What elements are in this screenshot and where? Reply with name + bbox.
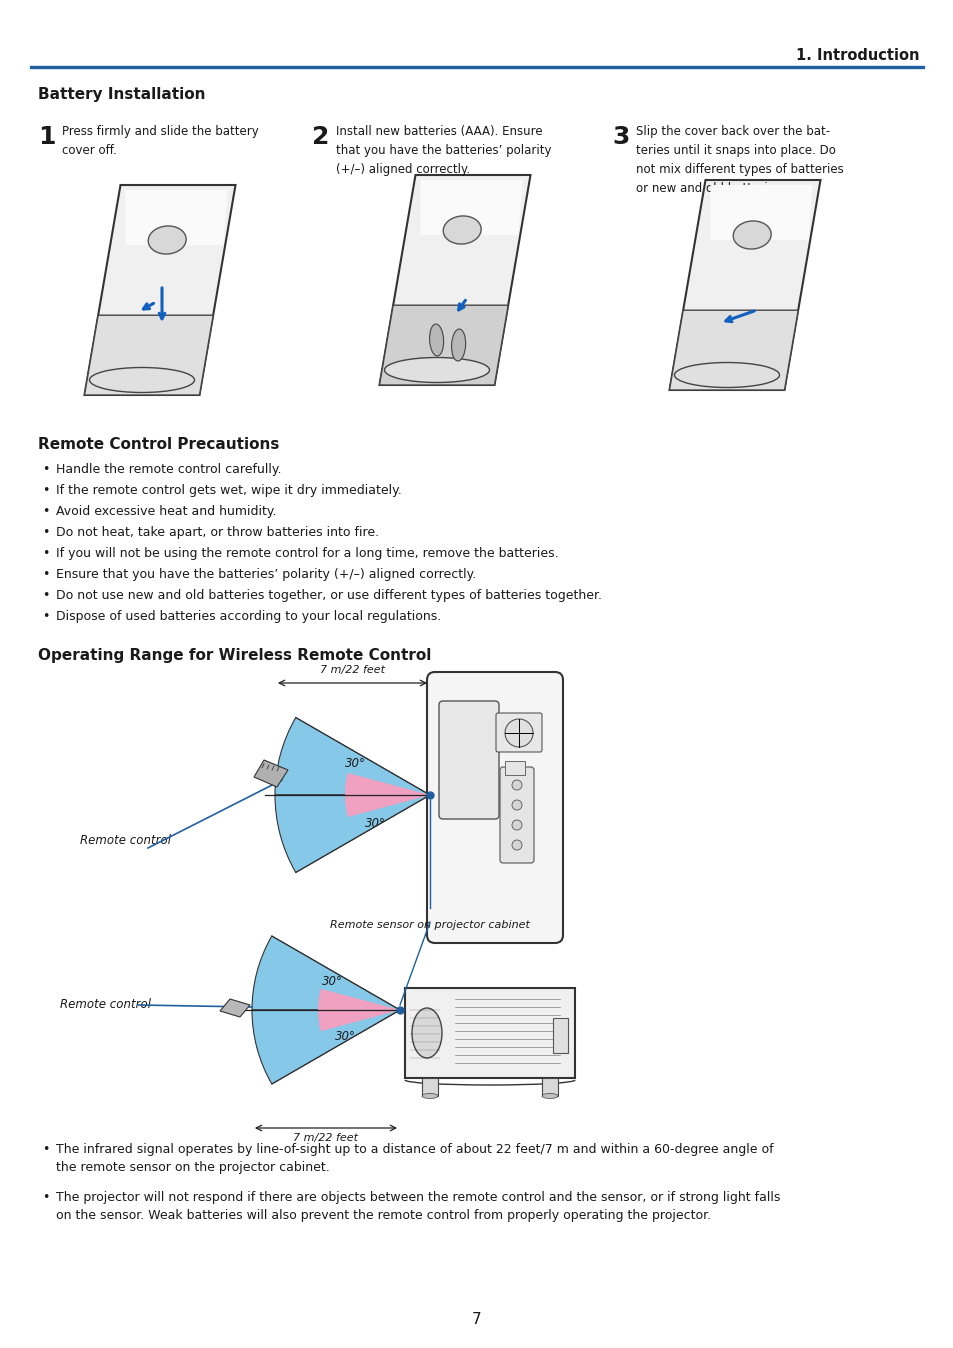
Text: The projector will not respond if there are objects between the remote control a: The projector will not respond if there …	[56, 1192, 780, 1223]
Polygon shape	[710, 185, 812, 240]
Polygon shape	[253, 760, 288, 787]
Ellipse shape	[148, 226, 186, 253]
Text: 7 m/22 feet: 7 m/22 feet	[294, 1134, 358, 1143]
Text: Install new batteries (AAA). Ensure
that you have the batteries’ polarity
(+/–) : Install new batteries (AAA). Ensure that…	[335, 125, 551, 177]
Bar	[30, 66, 923, 67]
Wedge shape	[345, 772, 430, 795]
Circle shape	[504, 718, 533, 747]
Ellipse shape	[429, 324, 443, 356]
Text: 7 m/22 feet: 7 m/22 feet	[319, 665, 385, 675]
Text: •: •	[42, 526, 50, 539]
Text: •: •	[42, 547, 50, 559]
Text: If the remote control gets wet, wipe it dry immediately.: If the remote control gets wet, wipe it …	[56, 484, 401, 497]
Text: Avoid excessive heat and humidity.: Avoid excessive heat and humidity.	[56, 506, 276, 518]
Text: Ensure that you have the batteries’ polarity (+/–) aligned correctly.: Ensure that you have the batteries’ pola…	[56, 568, 476, 581]
Wedge shape	[252, 1010, 399, 1084]
Circle shape	[512, 820, 521, 830]
Text: Remote control: Remote control	[60, 999, 151, 1011]
Ellipse shape	[451, 329, 465, 361]
Text: Dispose of used batteries according to your local regulations.: Dispose of used batteries according to y…	[56, 611, 441, 623]
FancyBboxPatch shape	[496, 713, 541, 752]
Text: •: •	[42, 484, 50, 497]
Text: 1. Introduction: 1. Introduction	[796, 47, 919, 62]
Wedge shape	[317, 989, 399, 1010]
Text: 30°: 30°	[321, 975, 342, 988]
Text: Remote Control Precautions: Remote Control Precautions	[38, 437, 279, 452]
Circle shape	[512, 840, 521, 851]
Polygon shape	[85, 315, 213, 395]
Text: Slip the cover back over the bat-
teries until it snaps into place. Do
not mix d: Slip the cover back over the bat- teries…	[636, 125, 842, 195]
Text: 30°: 30°	[335, 1030, 355, 1043]
Wedge shape	[317, 1010, 399, 1031]
Bar	[405, 988, 575, 1078]
Ellipse shape	[674, 363, 779, 387]
Text: 30°: 30°	[344, 758, 365, 770]
Wedge shape	[274, 717, 430, 795]
Text: •: •	[42, 506, 50, 518]
Text: 1: 1	[38, 125, 55, 150]
Ellipse shape	[421, 1093, 437, 1099]
Ellipse shape	[90, 368, 194, 392]
Text: Do not use new and old batteries together, or use different types of batteries t: Do not use new and old batteries togethe…	[56, 589, 601, 603]
FancyBboxPatch shape	[499, 767, 534, 863]
Polygon shape	[420, 181, 522, 235]
Ellipse shape	[541, 1093, 558, 1099]
Text: •: •	[42, 1143, 50, 1157]
Text: •: •	[42, 611, 50, 623]
Text: 2: 2	[312, 125, 329, 150]
Bar	[541, 1078, 558, 1096]
Text: •: •	[42, 568, 50, 581]
Text: •: •	[42, 589, 50, 603]
Polygon shape	[669, 181, 820, 390]
Wedge shape	[345, 795, 430, 817]
Bar	[553, 1018, 567, 1053]
Wedge shape	[274, 795, 430, 872]
Polygon shape	[669, 310, 798, 390]
Text: If you will not be using the remote control for a long time, remove the batterie: If you will not be using the remote cont…	[56, 547, 558, 559]
Text: •: •	[42, 1192, 50, 1204]
Text: 3: 3	[612, 125, 629, 150]
Circle shape	[512, 780, 521, 790]
Text: Press firmly and slide the battery
cover off.: Press firmly and slide the battery cover…	[62, 125, 258, 156]
Ellipse shape	[443, 216, 480, 244]
Ellipse shape	[384, 357, 489, 383]
Text: Do not heat, take apart, or throw batteries into fire.: Do not heat, take apart, or throw batter…	[56, 526, 378, 539]
Polygon shape	[220, 999, 250, 1016]
Text: Handle the remote control carefully.: Handle the remote control carefully.	[56, 462, 281, 476]
Text: Remote sensor on projector cabinet: Remote sensor on projector cabinet	[330, 919, 529, 930]
Text: Battery Installation: Battery Installation	[38, 88, 205, 102]
Text: The infrared signal operates by line-of-sight up to a distance of about 22 feet/: The infrared signal operates by line-of-…	[56, 1143, 773, 1174]
Ellipse shape	[733, 221, 770, 249]
Text: •: •	[42, 462, 50, 476]
FancyBboxPatch shape	[438, 701, 498, 820]
Polygon shape	[85, 185, 235, 395]
Text: Remote control: Remote control	[80, 833, 171, 847]
Bar	[504, 762, 524, 775]
Polygon shape	[126, 190, 227, 245]
Circle shape	[512, 799, 521, 810]
Ellipse shape	[412, 1008, 441, 1058]
Text: 30°: 30°	[364, 817, 385, 830]
Text: Operating Range for Wireless Remote Control: Operating Range for Wireless Remote Cont…	[38, 648, 431, 663]
Wedge shape	[252, 936, 399, 1010]
Polygon shape	[379, 175, 530, 386]
Bar	[421, 1078, 437, 1096]
Polygon shape	[379, 305, 508, 386]
Text: 7: 7	[472, 1313, 481, 1328]
FancyBboxPatch shape	[427, 673, 562, 944]
